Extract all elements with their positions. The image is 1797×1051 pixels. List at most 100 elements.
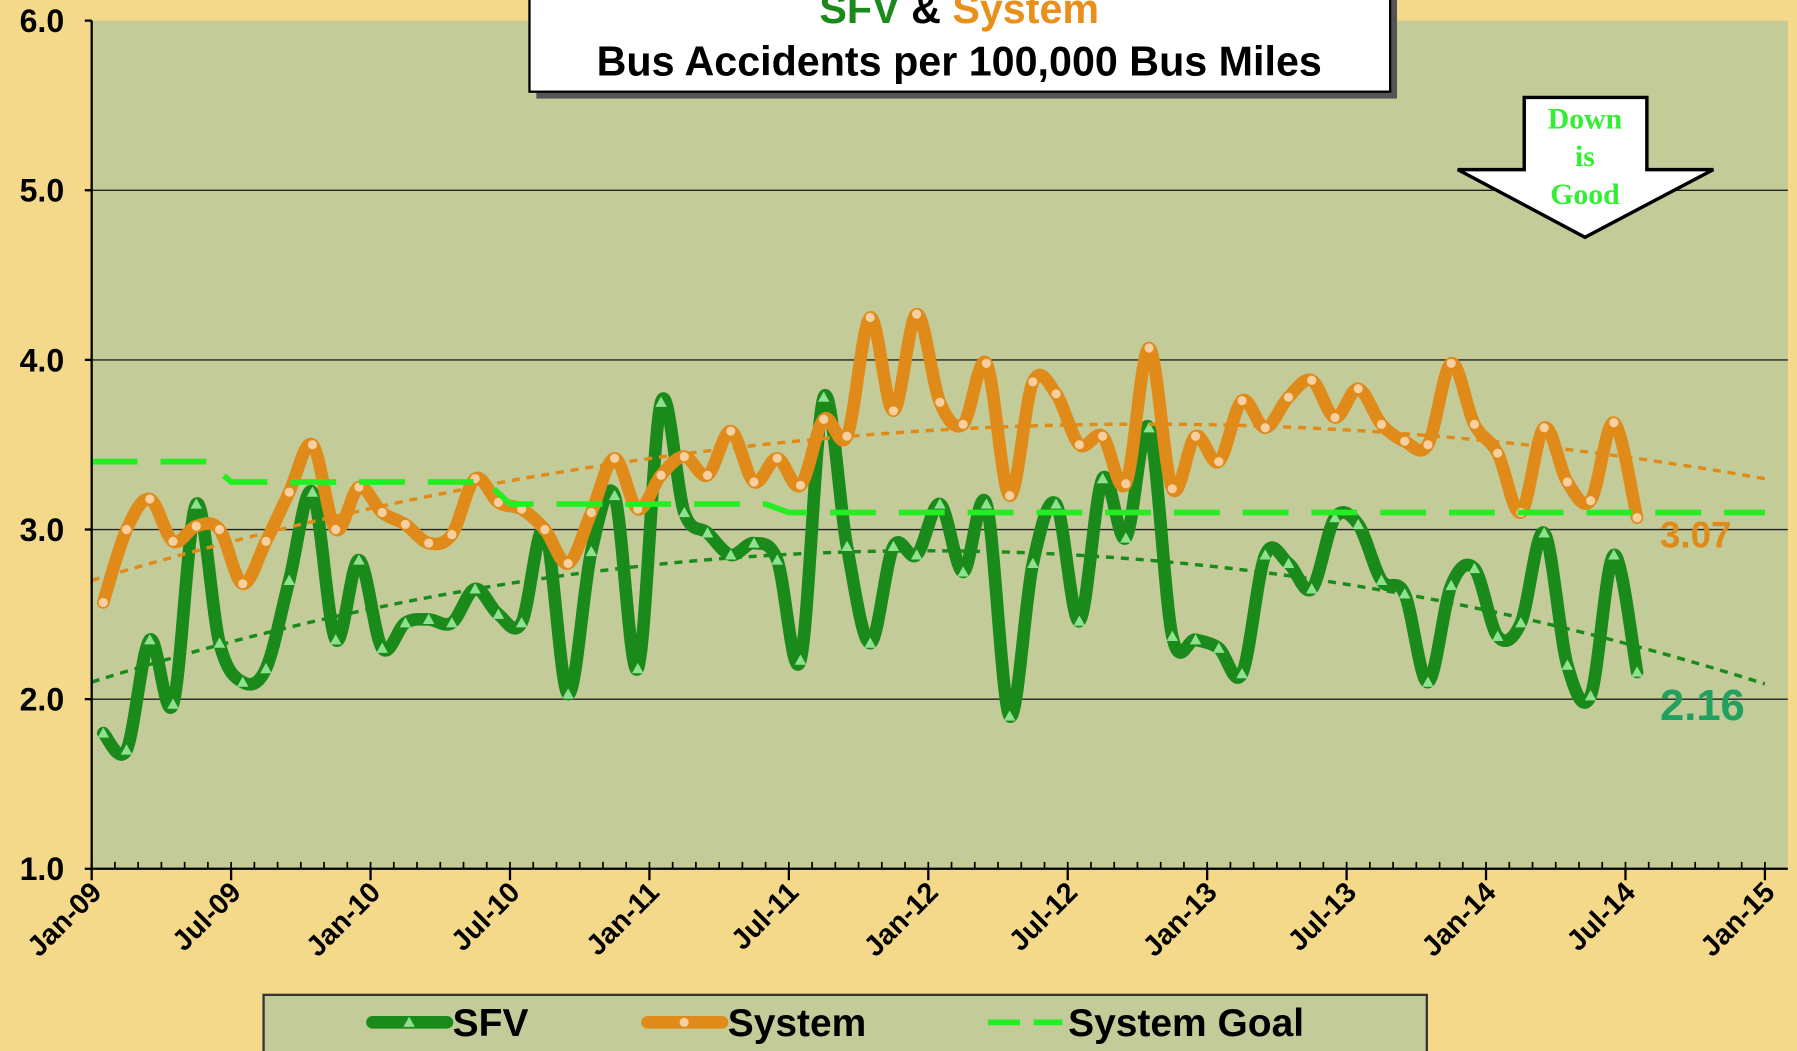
title-part: & (911, 0, 941, 32)
marker (1376, 419, 1387, 429)
marker (1329, 511, 1341, 523)
marker (1469, 419, 1480, 429)
marker (1352, 518, 1364, 530)
marker (1143, 422, 1155, 433)
marker (910, 549, 923, 560)
marker (1353, 384, 1363, 394)
marker (980, 498, 993, 509)
marker (424, 538, 434, 548)
marker (562, 688, 574, 699)
y-tick-label: 6.0 (20, 3, 65, 39)
marker (679, 451, 689, 462)
marker (400, 519, 410, 530)
marker (1144, 343, 1154, 353)
marker (1236, 667, 1248, 679)
marker (376, 642, 388, 653)
marker (1562, 477, 1572, 487)
lines (91, 307, 1766, 761)
marker (1468, 562, 1481, 574)
y-tick-label: 1.0 (20, 851, 65, 887)
marker (585, 545, 598, 557)
marker (981, 358, 991, 368)
legend-box (262, 993, 1428, 1051)
marker (1167, 484, 1177, 494)
marker (935, 397, 945, 407)
marker (377, 507, 387, 518)
marker (120, 744, 133, 755)
marker (238, 579, 248, 589)
marker (1282, 557, 1295, 569)
marker (144, 634, 156, 645)
marker (167, 698, 179, 709)
marker (1120, 532, 1132, 543)
callout-text: Good (1550, 178, 1620, 211)
marker (1237, 396, 1247, 406)
marker (912, 309, 922, 319)
marker (655, 396, 667, 407)
marker (958, 419, 968, 429)
marker (748, 537, 760, 548)
marker (260, 662, 272, 674)
end-label: 3.07 (1660, 514, 1731, 555)
marker (1096, 472, 1109, 484)
marker (1538, 527, 1550, 538)
marker (283, 574, 295, 585)
marker (329, 634, 342, 645)
marker (678, 506, 691, 518)
series-line (97, 307, 1644, 609)
legend-label: System (728, 1002, 867, 1045)
marker (865, 312, 875, 323)
marker (237, 676, 249, 687)
marker (1632, 513, 1642, 523)
marker (422, 613, 435, 624)
marker (957, 566, 969, 577)
callout-text: is (1575, 140, 1595, 173)
marker (98, 597, 108, 608)
marker (841, 540, 853, 552)
marker (307, 440, 318, 450)
marker (306, 486, 319, 497)
marker (1493, 448, 1503, 458)
legend-marker (679, 1017, 689, 1027)
marker (1027, 557, 1039, 569)
marker (609, 453, 620, 463)
marker (656, 470, 666, 480)
title-part: System (952, 0, 1099, 32)
marker (168, 536, 178, 546)
marker (1398, 588, 1411, 599)
marker (399, 617, 412, 628)
marker (1539, 423, 1549, 433)
marker (725, 549, 737, 560)
marker (1445, 579, 1457, 591)
marker (1028, 377, 1038, 387)
callout: Down is Good (1548, 102, 1623, 211)
marker (284, 487, 294, 497)
title-part: SFV (819, 0, 900, 32)
marker (447, 530, 457, 540)
marker (701, 527, 714, 538)
legend-marker (403, 1016, 415, 1027)
marker (214, 524, 225, 535)
marker (1307, 375, 1317, 385)
marker (331, 524, 341, 535)
marker (492, 608, 505, 619)
marker (515, 617, 528, 628)
marker (702, 470, 713, 480)
marker (1051, 389, 1061, 399)
marker (446, 617, 458, 628)
marker (888, 406, 899, 416)
marker (1073, 615, 1086, 626)
marker (213, 637, 226, 648)
marker (1005, 491, 1015, 501)
legend-label: SFV (453, 1002, 529, 1045)
marker (1586, 496, 1596, 506)
marker (608, 489, 621, 501)
title-box (528, 0, 1392, 93)
marker (819, 414, 829, 424)
marker (1189, 634, 1202, 645)
marker (632, 662, 644, 674)
trendline (91, 422, 1766, 583)
marker (1213, 642, 1225, 653)
y-tick-label: 2.0 (20, 682, 65, 718)
